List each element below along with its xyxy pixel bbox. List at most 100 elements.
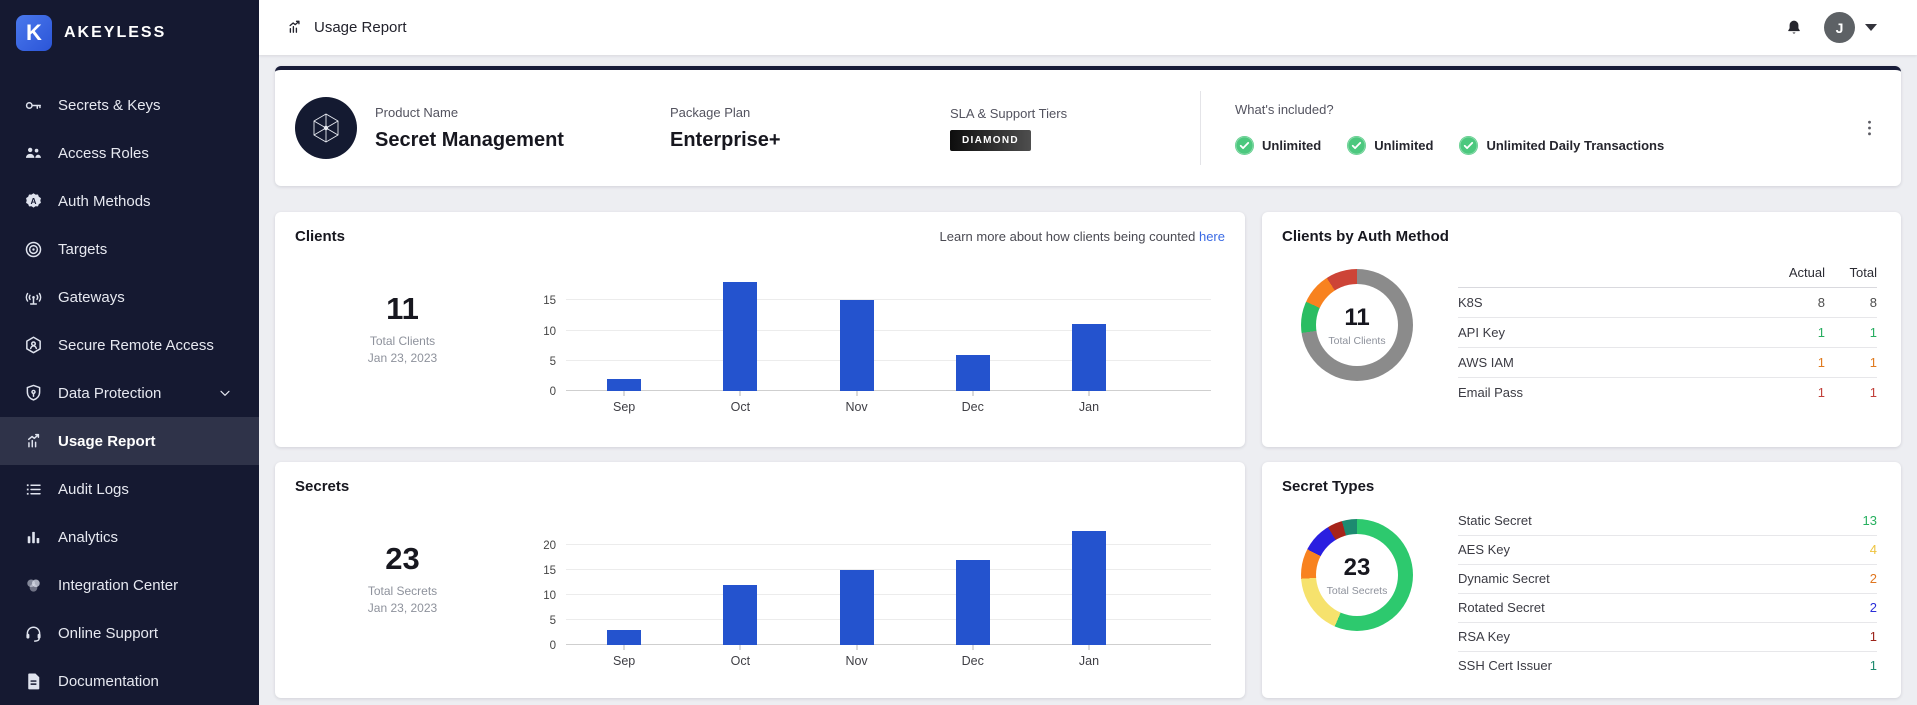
bar-nov bbox=[839, 300, 874, 391]
learn-more-text: Learn more about how clients being count… bbox=[940, 229, 1226, 244]
usage-report-icon bbox=[22, 430, 44, 452]
types-donut-label: Total Secrets bbox=[1326, 584, 1388, 597]
sidebar-item-label: Analytics bbox=[58, 528, 119, 546]
type-row-dynamic-secret: Dynamic Secret 2 bbox=[1458, 565, 1877, 594]
auth-table: Actual Total K8S 8 8 API Key 1 1 AWS IAM 1 1 Emai… bbox=[1458, 259, 1877, 431]
bar-nov bbox=[839, 570, 874, 645]
x-tick bbox=[1088, 391, 1090, 396]
bar-oct bbox=[723, 282, 758, 391]
list-icon bbox=[22, 478, 44, 500]
auth-total-value: 1 bbox=[1869, 325, 1877, 340]
sidebar-item-secrets-keys[interactable]: Secrets & Keys bbox=[0, 81, 259, 129]
user-menu[interactable]: J bbox=[1824, 12, 1877, 43]
types-donut-total: 23 bbox=[1343, 553, 1371, 581]
topbar-right: J bbox=[1784, 12, 1877, 43]
brand[interactable]: K AKEYLESS bbox=[0, 0, 259, 55]
included-item: Unlimited Daily Transactions bbox=[1459, 135, 1664, 155]
auth-donut-label: Total Clients bbox=[1328, 334, 1386, 347]
sidebar-item-label: Secrets & Keys bbox=[58, 96, 161, 114]
sidebar-item-access-roles[interactable]: Access Roles bbox=[0, 129, 259, 177]
y-axis-label: 5 bbox=[549, 355, 556, 368]
y-axis-label: 15 bbox=[543, 295, 556, 308]
sla-label: SLA & Support Tiers bbox=[950, 105, 1068, 121]
auth-rows: K8S 8 8 API Key 1 1 AWS IAM 1 1 Email Pass 1 1 bbox=[1458, 288, 1877, 407]
sidebar-item-label: Documentation bbox=[58, 672, 159, 690]
secret-types-body: 23 Total Secrets Static Secret 13 AES Key 4… bbox=[1282, 497, 1881, 682]
auth-method-name: API Key bbox=[1458, 325, 1505, 340]
headset-icon bbox=[22, 622, 44, 644]
secrets-bar-chart: 0 5 10 15 20 Sep Oct Nov Dec Jan bbox=[543, 523, 1211, 682]
auth-total-value: 1 bbox=[1869, 385, 1877, 400]
x-axis-label: Dec bbox=[961, 400, 984, 414]
sidebar-item-usage-report[interactable]: Usage Report bbox=[0, 417, 259, 465]
auth-total-value: 1 bbox=[1869, 355, 1877, 370]
sidebar-item-label: Data Protection bbox=[58, 384, 162, 402]
auth-actual-value: 1 bbox=[1817, 385, 1825, 400]
bar-chart-icon bbox=[22, 526, 44, 548]
secrets-card-header: Secrets bbox=[295, 478, 1225, 495]
sidebar-item-data-protection[interactable]: Data Protection bbox=[0, 369, 259, 417]
x-axis-label: Jan bbox=[1078, 400, 1100, 414]
x-tick bbox=[972, 391, 974, 396]
secret-type-name: RSA Key bbox=[1458, 629, 1511, 644]
chevron-down-icon[interactable] bbox=[217, 385, 233, 401]
sidebar-item-integration-center[interactable]: Integration Center bbox=[0, 561, 259, 609]
avatar-initial: J bbox=[1835, 19, 1844, 36]
secret-type-count: 2 bbox=[1869, 571, 1877, 586]
auth-row-api-key: API Key 1 1 bbox=[1458, 318, 1877, 348]
auth-actual-value: 1 bbox=[1817, 325, 1825, 340]
sidebar-item-label: Targets bbox=[58, 240, 108, 258]
secret-type-count: 1 bbox=[1869, 629, 1877, 644]
sidebar-item-online-support[interactable]: Online Support bbox=[0, 609, 259, 657]
sidebar-item-secure-remote-access[interactable]: Secure Remote Access bbox=[0, 321, 259, 369]
notifications-bell-icon[interactable] bbox=[1784, 17, 1804, 39]
secrets-total-label: Total Secrets bbox=[367, 584, 438, 598]
type-row-rsa-key: RSA Key 1 bbox=[1458, 623, 1877, 652]
bar-jan bbox=[1071, 324, 1106, 391]
included-item-label: Unlimited bbox=[1262, 137, 1322, 153]
clients-bar-chart: 0 5 10 15 Sep Oct Nov Dec Jan bbox=[543, 273, 1211, 431]
sidebar-item-label: Access Roles bbox=[58, 144, 149, 162]
clients-date: Jan 23, 2023 bbox=[367, 351, 438, 365]
col-total: Total bbox=[1849, 265, 1877, 280]
sidebar-item-label: Secure Remote Access bbox=[58, 336, 214, 354]
sidebar-item-gateways[interactable]: Gateways bbox=[0, 273, 259, 321]
document-icon bbox=[22, 670, 44, 692]
x-tick bbox=[856, 391, 858, 396]
sidebar-item-analytics[interactable]: Analytics bbox=[0, 513, 259, 561]
auth-total-value: 8 bbox=[1869, 295, 1877, 310]
product-summary-card: Product Name Secret Management Package P… bbox=[275, 66, 1901, 186]
venn-icon bbox=[22, 574, 44, 596]
kebab-menu-icon[interactable] bbox=[1859, 118, 1879, 138]
akeyless-logo-icon: K bbox=[16, 14, 52, 51]
check-circle-icon bbox=[1459, 135, 1479, 155]
sidebar-item-label: Gateways bbox=[58, 288, 125, 306]
remote-access-icon bbox=[22, 334, 44, 356]
auth-row-email-pass: Email Pass 1 1 bbox=[1458, 378, 1877, 407]
x-axis-label: Sep bbox=[612, 400, 636, 414]
x-axis-label: Sep bbox=[612, 654, 636, 668]
types-donut-wrap: 23 Total Secrets bbox=[1282, 497, 1432, 682]
auth-row-aws-iam: AWS IAM 1 1 bbox=[1458, 348, 1877, 378]
sidebar-item-label: Usage Report bbox=[58, 432, 156, 450]
secrets-date: Jan 23, 2023 bbox=[367, 601, 438, 615]
type-row-static-secret: Static Secret 13 bbox=[1458, 507, 1877, 536]
auth-donut-total: 11 bbox=[1344, 303, 1370, 331]
auth-donut-hole: 11 Total Clients bbox=[1316, 284, 1398, 366]
secrets-total: 23 bbox=[385, 541, 420, 576]
clients-card-header: Clients Learn more about how clients bei… bbox=[295, 228, 1225, 245]
sidebar-item-documentation[interactable]: Documentation bbox=[0, 657, 259, 705]
sidebar-item-audit-logs[interactable]: Audit Logs bbox=[0, 465, 259, 513]
secret-type-name: AES Key bbox=[1458, 542, 1511, 557]
sidebar-item-targets[interactable]: Targets bbox=[0, 225, 259, 273]
x-tick bbox=[623, 391, 625, 396]
learn-more-link[interactable]: here bbox=[1198, 229, 1225, 244]
auth-method-name: K8S bbox=[1458, 295, 1483, 310]
avatar[interactable]: J bbox=[1824, 12, 1855, 43]
product-name-value: Secret Management bbox=[375, 128, 564, 151]
auth-row-k8s: K8S 8 8 bbox=[1458, 288, 1877, 318]
sidebar-item-auth-methods[interactable]: A Auth Methods bbox=[0, 177, 259, 225]
col-actual: Actual bbox=[1788, 265, 1825, 280]
caret-down-icon[interactable] bbox=[1865, 24, 1877, 31]
product-name-label: Product Name bbox=[375, 104, 459, 120]
